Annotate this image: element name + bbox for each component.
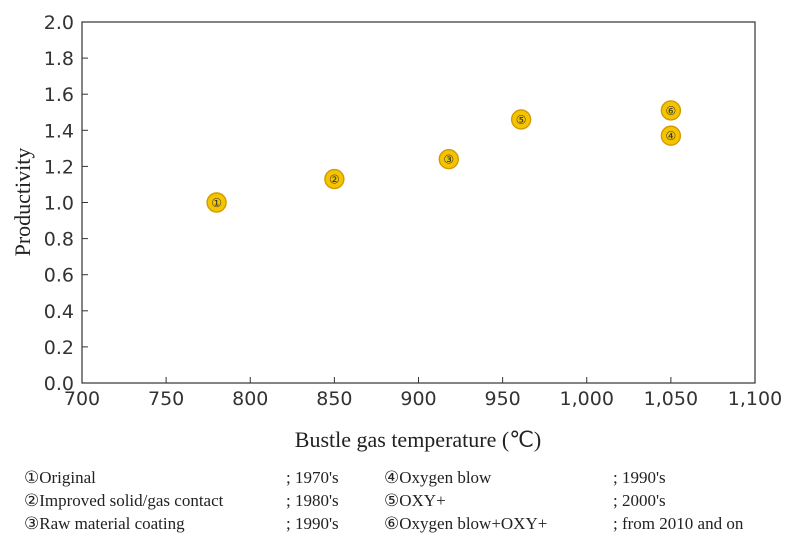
legend-item-name: ⑤OXY+ — [384, 491, 446, 510]
x-axis-ticks: 700 750 800 850 900 950 1,000 1,050 1,100 — [64, 377, 782, 410]
plot-frame — [81, 21, 756, 384]
x-tick-label: 700 — [64, 388, 100, 410]
x-tick-label: 900 — [400, 388, 436, 410]
data-point-label: ⑥ — [665, 104, 676, 118]
x-tick-label: 950 — [484, 388, 520, 410]
data-point — [660, 100, 682, 121]
legend: ①Original ; 1970's ④Oxygen blow ; 1990's… — [24, 468, 784, 537]
y-axis-title: Productivity — [10, 148, 35, 257]
y-tick-label: 1.6 — [44, 84, 74, 106]
x-tick-label: 1,000 — [560, 388, 614, 410]
data-point-label: ④ — [665, 129, 676, 143]
legend-item-era: ; 2000's — [613, 491, 666, 510]
data-point-label: ③ — [443, 153, 454, 167]
legend-item-name: ①Original — [24, 468, 96, 487]
data-point — [324, 168, 345, 190]
data-points: ① ② ③ ④ ⑤ ⑥ — [206, 100, 682, 213]
y-tick-label: 0.6 — [44, 265, 74, 287]
data-point — [438, 148, 459, 170]
x-tick-label: 750 — [148, 388, 184, 410]
legend-row: ③Raw material coating ; 1990's ⑥Oxygen b… — [24, 514, 784, 537]
y-tick-label: 0.0 — [44, 373, 74, 395]
legend-item-era: ; 1990's — [286, 514, 339, 533]
legend-item-name: ②Improved solid/gas contact — [24, 491, 224, 510]
y-tick-label: 1.0 — [44, 193, 74, 215]
scatter-chart: 700 750 800 850 900 950 1,000 1,050 1,100 0.0 0.2… — [10, 12, 782, 452]
legend-item-era: ; from 2010 and on — [613, 514, 744, 533]
y-tick-label: 0.4 — [44, 301, 74, 323]
legend-item-era: ; 1980's — [286, 491, 339, 510]
legend-row: ①Original ; 1970's ④Oxygen blow ; 1990's — [24, 468, 784, 491]
y-tick-label: 1.2 — [44, 156, 74, 178]
x-axis-title: Bustle gas temperature (℃) — [295, 427, 541, 452]
y-tick-label: 0.2 — [44, 337, 74, 359]
x-tick-label: 800 — [232, 388, 268, 410]
y-tick-label: 1.4 — [44, 120, 74, 142]
legend-item-name: ④Oxygen blow — [384, 468, 492, 487]
y-tick-label: 0.8 — [44, 229, 74, 251]
y-tick-label: 1.8 — [44, 48, 74, 70]
data-point-label: ⑤ — [516, 113, 527, 127]
x-tick-label: 1,100 — [728, 388, 782, 410]
legend-item-name: ③Raw material coating — [24, 514, 185, 533]
x-tick-label: 1,050 — [644, 388, 698, 410]
data-point — [510, 109, 532, 130]
legend-row: ②Improved solid/gas contact ; 1980's ⑤OX… — [24, 491, 784, 514]
x-tick-label: 850 — [316, 388, 352, 410]
legend-item-name: ⑥Oxygen blow+OXY+ — [384, 514, 548, 533]
y-tick-label: 2.0 — [44, 12, 74, 34]
data-point — [206, 192, 227, 213]
legend-item-era: ; 1990's — [613, 468, 666, 487]
data-point-label: ① — [211, 196, 222, 210]
legend-item-era: ; 1970's — [286, 468, 339, 487]
data-point — [660, 125, 682, 146]
data-point-label: ② — [329, 173, 340, 187]
y-axis-ticks: 0.0 0.2 0.4 0.6 0.8 1.0 1.2 1.4 1.6 1.8 2.0 — [44, 12, 88, 395]
